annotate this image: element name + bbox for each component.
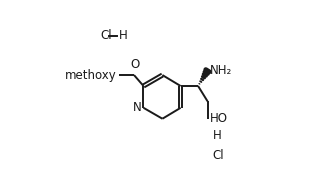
Text: O: O (130, 58, 139, 71)
Text: H: H (213, 129, 222, 142)
Text: H: H (119, 29, 128, 42)
Text: N: N (133, 101, 141, 114)
Text: Cl: Cl (100, 29, 112, 42)
Text: Cl: Cl (212, 149, 224, 162)
Text: NH₂: NH₂ (210, 64, 232, 77)
Text: HO: HO (210, 112, 228, 125)
Text: methoxy: methoxy (64, 69, 116, 82)
